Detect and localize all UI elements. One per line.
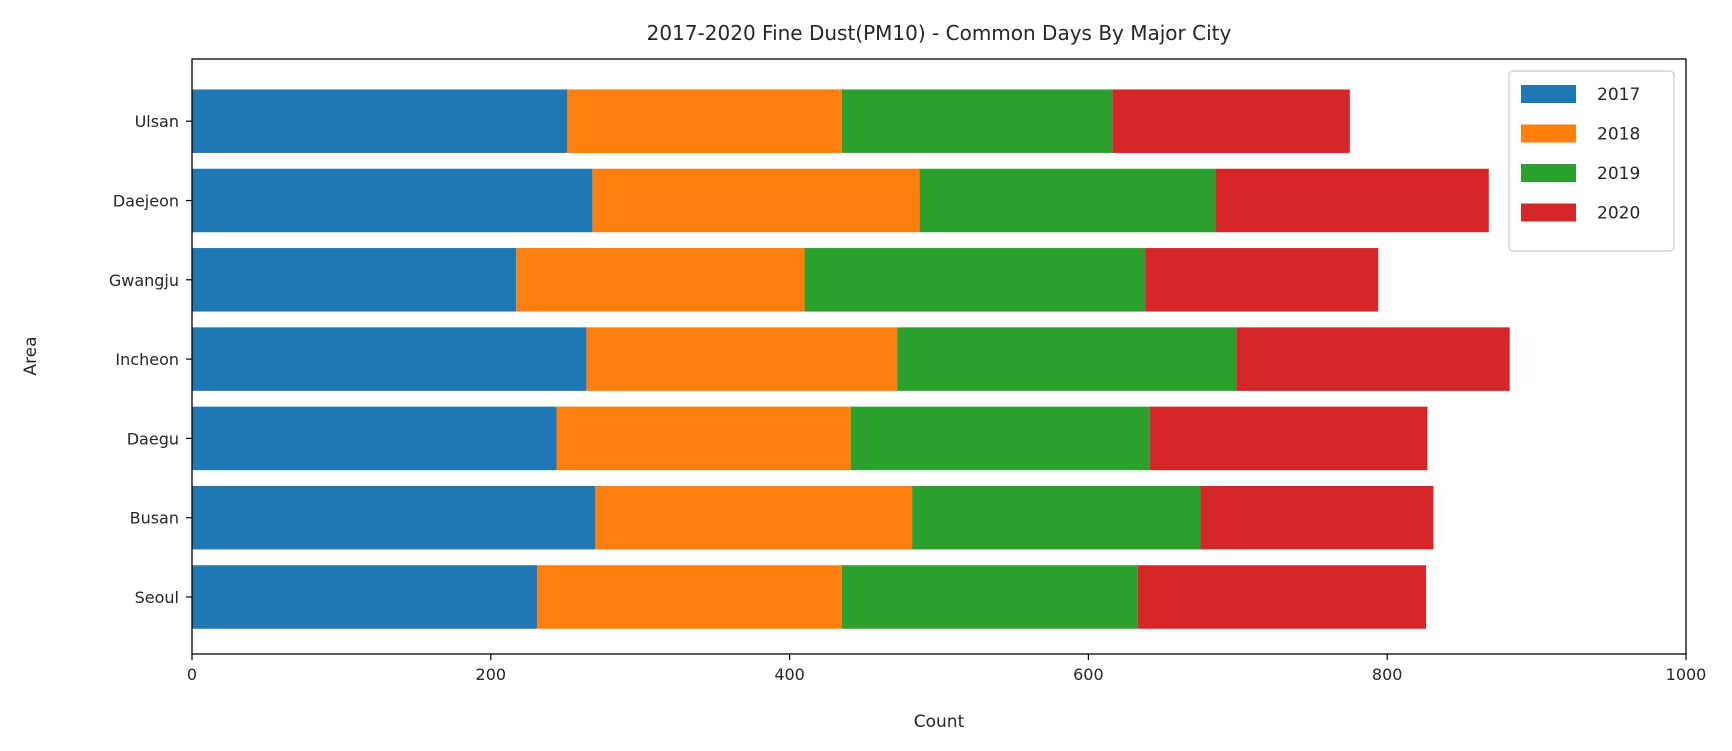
bar-daegu-2020 <box>1149 406 1428 471</box>
chart-title: 2017-2020 Fine Dust(PM10) - Common Days … <box>647 21 1232 45</box>
x-tick-label: 0 <box>187 665 197 684</box>
axes-frame <box>191 58 1687 655</box>
bar-daejeon-2017 <box>192 168 593 233</box>
x-tick-label: 600 <box>1073 665 1104 684</box>
legend-label-2019: 2019 <box>1597 164 1640 184</box>
bar-daejeon-2019 <box>919 168 1216 233</box>
bar-ulsan-2019 <box>841 89 1113 153</box>
y-tick-label-daejeon: Daejeon <box>113 192 179 211</box>
bar-busan-2019 <box>912 485 1201 550</box>
x-axis-label: Count <box>914 712 965 732</box>
legend-label-2017: 2017 <box>1597 85 1640 105</box>
legend: 2017 2018 2019 2020 <box>1508 70 1675 252</box>
bar-seoul-2019 <box>841 565 1138 629</box>
legend-swatch-2018 <box>1521 124 1576 143</box>
x-tick-label: 400 <box>774 665 805 684</box>
bars-layer <box>192 89 1510 629</box>
bar-seoul-2020 <box>1137 565 1427 629</box>
bar-incheon-2020 <box>1236 327 1510 391</box>
bar-gwangju-2020 <box>1145 248 1379 312</box>
bar-incheon-2017 <box>192 327 587 391</box>
legend-swatch-2020 <box>1521 203 1576 222</box>
y-axis-label: Area <box>21 336 41 375</box>
bar-incheon-2018 <box>586 327 898 391</box>
bar-daejeon-2018 <box>592 168 920 233</box>
y-tick-label-busan: Busan <box>130 509 179 528</box>
bar-ulsan-2020 <box>1112 89 1350 153</box>
bar-ulsan-2017 <box>192 89 567 153</box>
x-axis: 0 200 400 600 800 1000 <box>187 654 1706 684</box>
x-tick-label: 1000 <box>1666 665 1707 684</box>
bar-incheon-2019 <box>897 327 1237 391</box>
bar-gwangju-2019 <box>804 248 1146 312</box>
legend-swatch-2019 <box>1521 164 1576 182</box>
bar-busan-2018 <box>595 485 913 550</box>
bar-seoul-2018 <box>537 565 842 629</box>
bar-gwangju-2017 <box>192 248 517 312</box>
bar-daegu-2018 <box>556 406 851 471</box>
x-tick-label: 800 <box>1372 665 1403 684</box>
legend-label-2018: 2018 <box>1597 125 1640 145</box>
bar-gwangju-2018 <box>516 248 805 312</box>
bar-busan-2017 <box>192 485 596 550</box>
legend-swatch-2017 <box>1521 85 1576 103</box>
y-tick-label-ulsan: Ulsan <box>135 112 179 131</box>
bar-ulsan-2018 <box>566 89 842 153</box>
bar-busan-2020 <box>1200 485 1434 550</box>
y-axis: Seoul Busan Daegu Incheon Gwangju Daejeon Ulsa… <box>109 112 192 607</box>
y-tick-label-gwangju: Gwangju <box>109 271 179 290</box>
bar-daegu-2017 <box>192 406 557 471</box>
bar-daegu-2019 <box>850 406 1150 471</box>
y-tick-label-seoul: Seoul <box>135 588 179 607</box>
y-tick-label-daegu: Daegu <box>127 429 179 448</box>
y-tick-label-incheon: Incheon <box>115 350 179 369</box>
bar-daejeon-2020 <box>1215 168 1489 233</box>
legend-label-2020: 2020 <box>1597 204 1640 224</box>
bar-seoul-2017 <box>192 565 538 629</box>
x-tick-label: 200 <box>476 665 507 684</box>
